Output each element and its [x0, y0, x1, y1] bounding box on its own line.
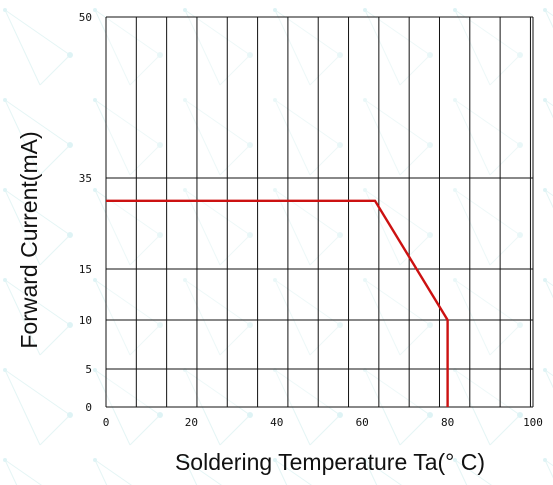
- x-tick-label: 0: [103, 416, 110, 429]
- vertical-gridlines: [105, 17, 534, 407]
- x-axis-title: Soldering Temperature Ta(° C): [175, 449, 485, 475]
- series-layer: [106, 199, 449, 407]
- x-tick-labels: 0 20 40 60 80 100: [103, 416, 543, 429]
- x-tick-label: 60: [356, 416, 369, 429]
- y-tick-label: 5: [85, 363, 92, 376]
- x-tick-label: 100: [523, 416, 543, 429]
- horizontal-gridlines: [106, 16, 533, 408]
- y-tick-label: 0: [85, 401, 92, 414]
- plot-area: [106, 17, 533, 407]
- y-axis-title: Forward Current(mA): [16, 131, 42, 348]
- y-tick-labels: 0 5 10 15 35 50: [79, 11, 92, 414]
- y-tick-label: 50: [79, 11, 92, 24]
- y-tick-label: 35: [79, 172, 92, 185]
- y-tick-label: 10: [79, 314, 92, 327]
- x-tick-label: 40: [270, 416, 283, 429]
- series-line: [106, 199, 449, 407]
- x-tick-label: 20: [185, 416, 198, 429]
- y-tick-label: 15: [79, 263, 92, 276]
- x-tick-label: 80: [441, 416, 454, 429]
